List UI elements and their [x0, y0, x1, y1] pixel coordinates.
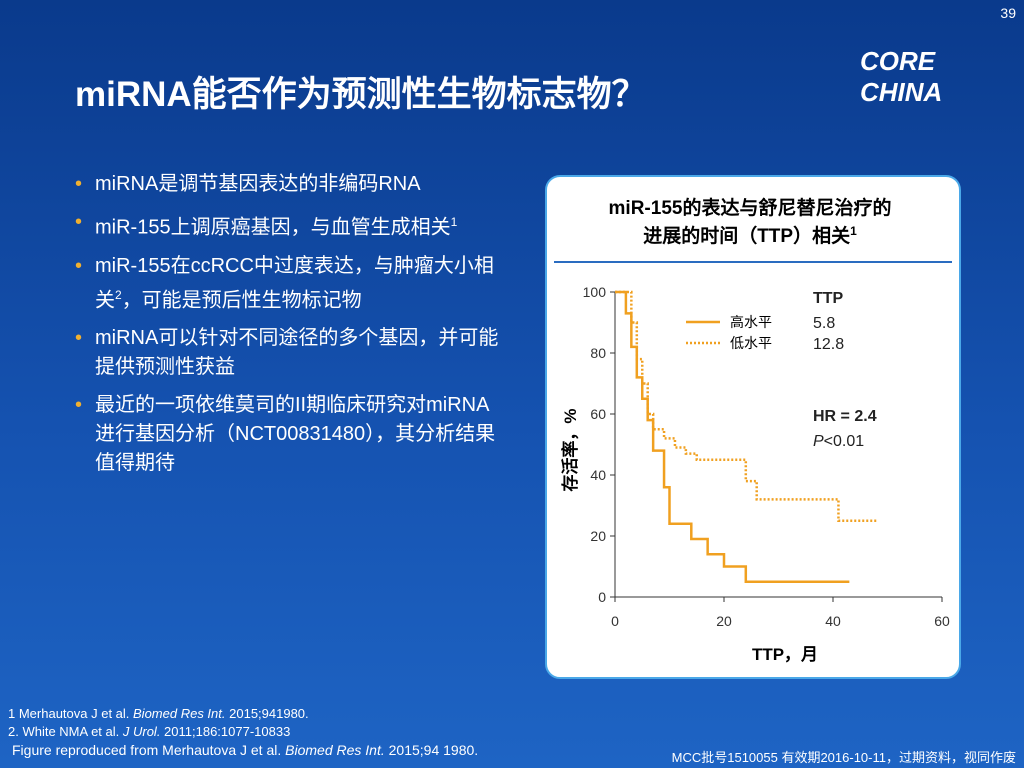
bullet: miRNA是调节基因表达的非编码RNA	[75, 170, 505, 199]
y-axis-label: 存活率，%	[560, 408, 580, 491]
bullet-text: ，可能是预后性生物标记物	[121, 289, 362, 312]
x-tick-label: 20	[716, 613, 732, 629]
km-curve	[615, 290, 877, 522]
footnote-part: Figure reproduced from Merhautova J et a…	[12, 742, 286, 758]
p-symbol: P	[813, 433, 824, 450]
hazard-ratio: HR = 2.4	[813, 408, 877, 425]
y-tick-label: 20	[590, 528, 606, 544]
footnote: 2. White NMA et al. J Urol. 2011;186:107…	[8, 724, 290, 739]
logo: CORE CHINA	[860, 46, 943, 107]
x-axis-label: TTP，月	[752, 645, 818, 664]
y-tick-label: 0	[598, 589, 606, 605]
p-number: <0.01	[824, 433, 865, 450]
bullet-text: miR-155在ccRCC中过度表达，与肿瘤大小相关	[95, 254, 494, 312]
bullet: miR-155在ccRCC中过度表达，与肿瘤大小相关2，可能是预后性生物标记物	[75, 252, 505, 316]
footnote-part: Biomed Res Int.	[133, 706, 226, 721]
footnote: 1 Merhautova J et al. Biomed Res Int. 20…	[8, 706, 309, 721]
bullet-text: miRNA是调节基因表达的非编码RNA	[95, 173, 421, 195]
x-tick-label: 60	[934, 613, 950, 629]
ttp-value: 12.8	[813, 336, 844, 353]
superscript: 1	[450, 215, 458, 229]
chart-title: 进展的时间（TTP）相关1	[643, 224, 857, 247]
bullet-text: miR-155上调原癌基因，与血管生成相关	[95, 216, 451, 239]
bullet: 最近的一项依维莫司的II期临床研究对miRNA进行基因分析（NCT0083148…	[75, 391, 505, 478]
page-number: 39	[1000, 5, 1016, 21]
chart-card	[545, 175, 961, 679]
y-tick-label: 80	[590, 345, 606, 361]
bullet-text: 最近的一项依维莫司的II期临床研究对miRNA进行基因分析（NCT0083148…	[95, 394, 496, 475]
ttp-value: 5.8	[813, 315, 835, 332]
y-tick-label: 100	[583, 284, 607, 300]
bullet-text: miRNA可以针对不同途径的多个基因，并可能提供预测性获益	[95, 327, 499, 379]
slide-title: miRNA能否作为预测性生物标志物？	[75, 75, 647, 114]
chart-title: miR-155的表达与舒尼替尼治疗的	[609, 196, 892, 219]
footnote-part: 2011;186:1077-10833	[160, 724, 291, 739]
disclaimer: MCC批号1510055 有效期2016-10-11，过期资料，视同作废	[671, 750, 1016, 765]
footnote-part: 2015;941980.	[225, 706, 309, 721]
footnote-part: 2015;94 1980.	[384, 742, 479, 758]
superscript: 2	[115, 287, 122, 302]
x-tick-label: 0	[611, 613, 619, 629]
km-curve	[615, 290, 850, 583]
footnote-part: J Urol.	[122, 724, 161, 739]
p-value: P<0.01	[813, 433, 864, 450]
footnote: Figure reproduced from Merhautova J et a…	[12, 742, 478, 758]
y-tick-label: 60	[590, 406, 606, 422]
bullet: miRNA可以针对不同途径的多个基因，并可能提供预测性获益	[75, 324, 505, 382]
bullet-list: miRNA是调节基因表达的非编码RNA miR-155上调原癌基因，与血管生成相关…	[75, 170, 505, 487]
y-tick-label: 40	[590, 467, 606, 483]
title-superscript: 1	[850, 224, 857, 238]
x-tick-label: 40	[825, 613, 841, 629]
legend-label: 低水平	[730, 335, 772, 351]
ttp-header: TTP	[813, 290, 844, 307]
legend-label: 高水平	[730, 314, 772, 330]
footnote-part: 2. White NMA et al.	[8, 724, 123, 739]
footnote-part: Biomed Res Int.	[285, 742, 385, 758]
footnote-part: 1 Merhautova J et al.	[8, 706, 134, 721]
bullet: miR-155上调原癌基因，与血管生成相关1	[75, 208, 505, 243]
